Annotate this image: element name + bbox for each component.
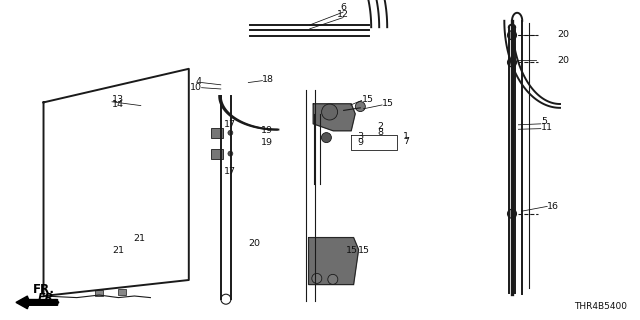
Text: 15: 15 <box>358 246 371 255</box>
Text: FR.: FR. <box>38 292 58 303</box>
FancyBboxPatch shape <box>211 128 223 138</box>
Text: 20: 20 <box>557 56 569 65</box>
Text: 1: 1 <box>403 132 409 141</box>
Bar <box>95 290 103 296</box>
Circle shape <box>322 104 338 120</box>
Text: 12: 12 <box>337 10 349 19</box>
FancyArrow shape <box>16 296 58 309</box>
Text: 15: 15 <box>362 95 374 104</box>
Polygon shape <box>308 237 358 284</box>
Text: 14: 14 <box>112 100 124 109</box>
Text: 10: 10 <box>189 83 202 92</box>
Circle shape <box>328 274 338 284</box>
Text: 9: 9 <box>358 138 364 147</box>
Text: 5: 5 <box>541 117 547 126</box>
Circle shape <box>228 130 233 135</box>
Text: 15: 15 <box>346 246 358 255</box>
Text: 16: 16 <box>547 202 559 211</box>
Text: 20: 20 <box>557 30 569 39</box>
Text: 21: 21 <box>113 246 124 255</box>
Circle shape <box>355 101 365 112</box>
Circle shape <box>508 31 516 40</box>
Text: 11: 11 <box>541 123 553 132</box>
Text: 19: 19 <box>261 126 273 135</box>
Text: FR.: FR. <box>33 283 54 296</box>
Text: 19: 19 <box>261 138 273 147</box>
Text: 3: 3 <box>357 132 364 141</box>
Text: 13: 13 <box>112 95 124 104</box>
Circle shape <box>508 209 516 218</box>
Text: 20: 20 <box>248 239 260 248</box>
Circle shape <box>312 273 322 284</box>
Text: 17: 17 <box>223 167 236 176</box>
Text: 2: 2 <box>378 122 383 131</box>
Bar <box>118 289 125 295</box>
Text: 6: 6 <box>340 4 346 12</box>
Text: 4: 4 <box>196 77 202 86</box>
Text: 17: 17 <box>223 120 236 129</box>
Circle shape <box>228 151 233 156</box>
Text: 21: 21 <box>133 234 145 243</box>
Text: 8: 8 <box>378 128 383 137</box>
Circle shape <box>508 58 516 67</box>
Circle shape <box>321 132 332 143</box>
Text: THR4B5400: THR4B5400 <box>574 302 627 311</box>
Text: 15: 15 <box>382 100 394 108</box>
Text: 7: 7 <box>403 137 409 146</box>
Text: 18: 18 <box>262 75 275 84</box>
Polygon shape <box>313 104 355 131</box>
FancyBboxPatch shape <box>211 148 223 159</box>
